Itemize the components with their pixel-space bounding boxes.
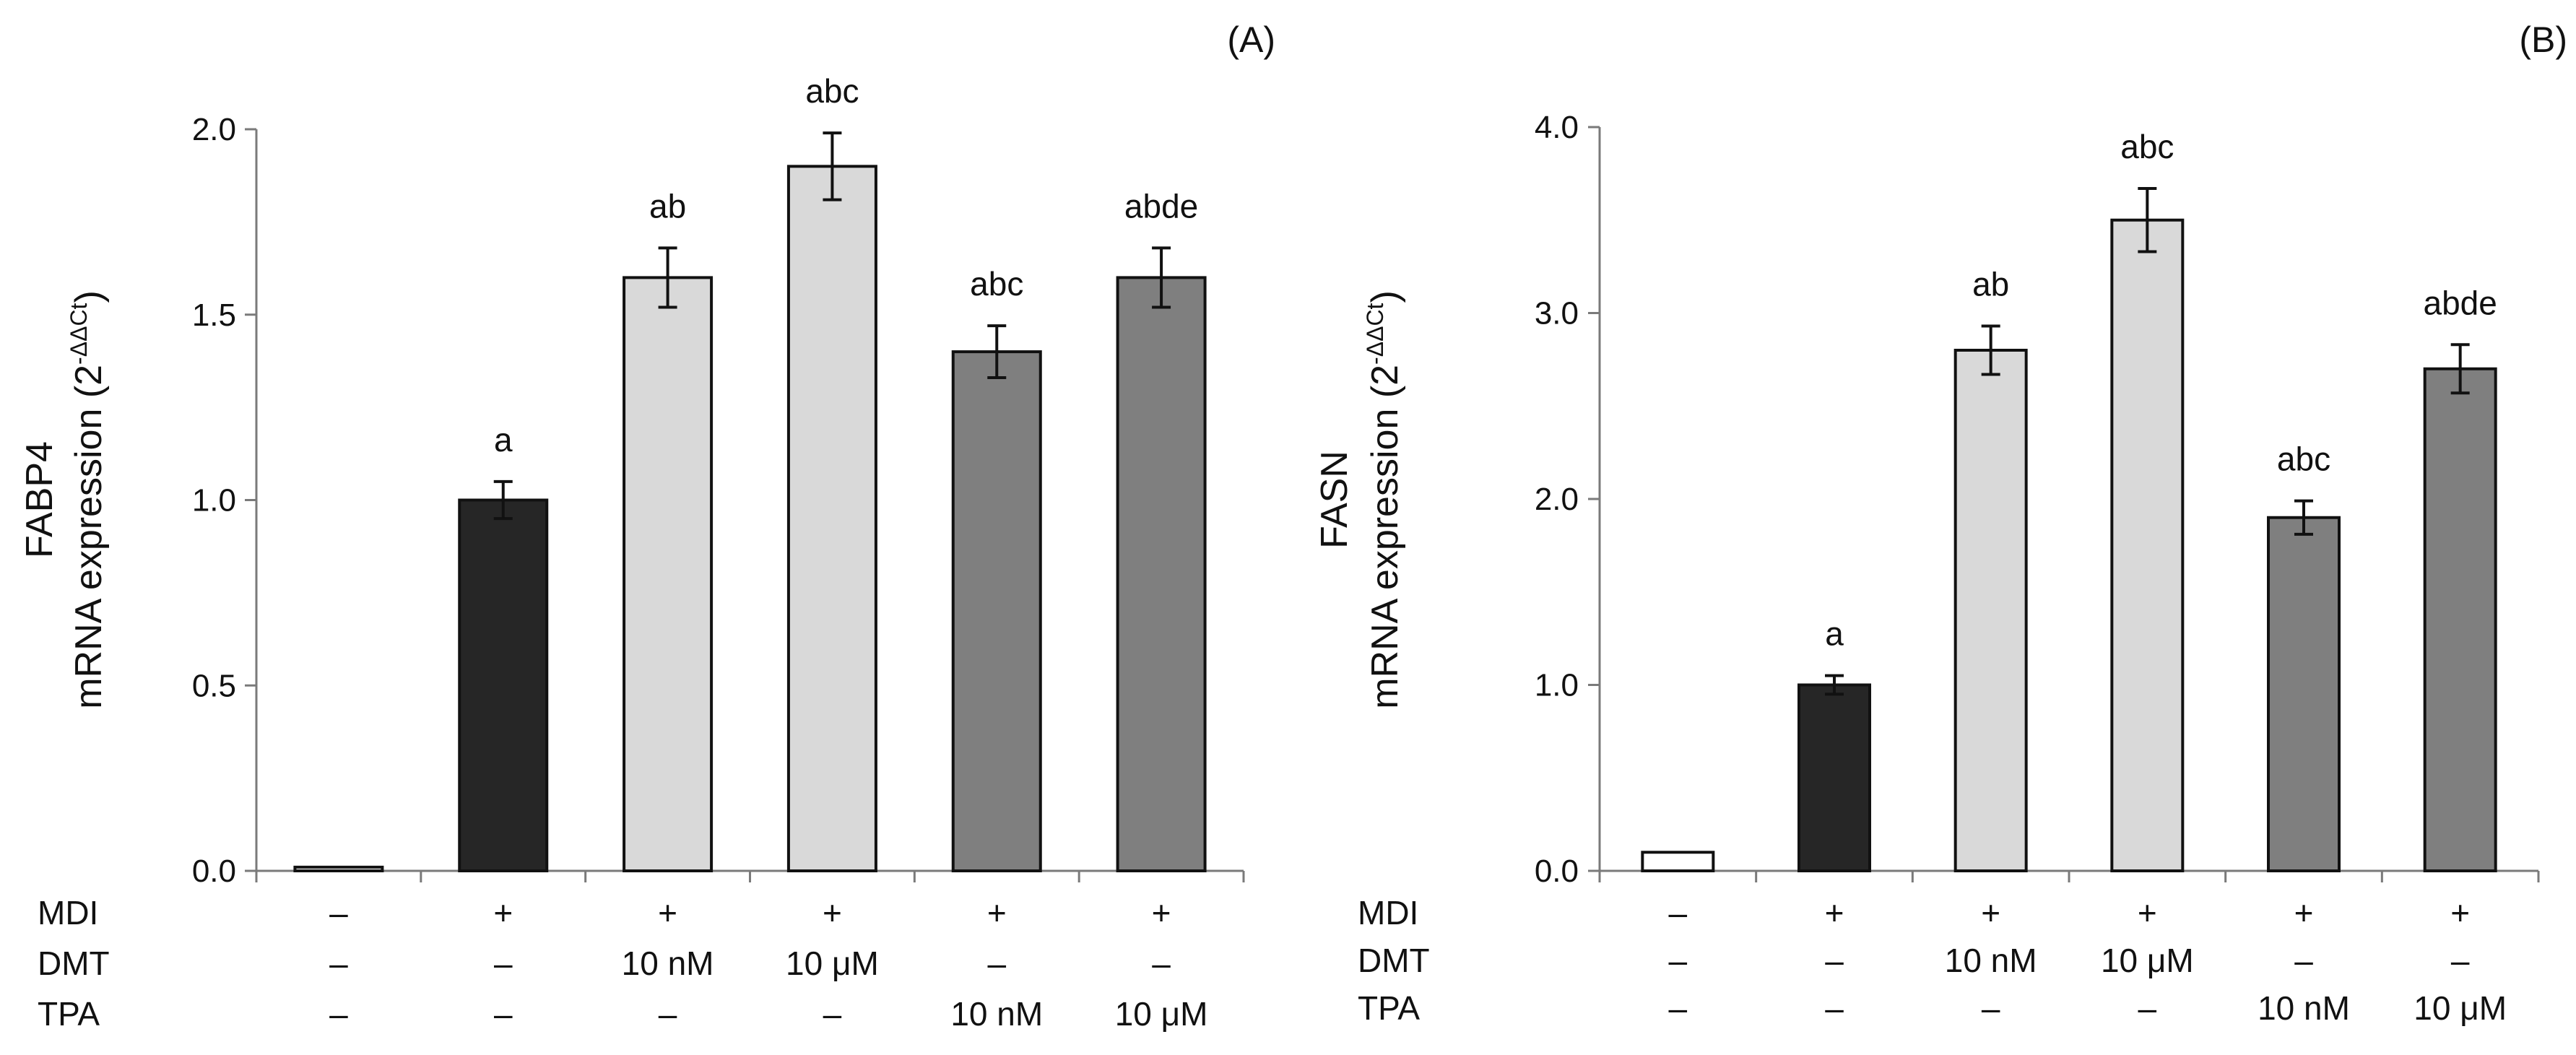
treatment-cell: – [2294, 942, 2313, 979]
y-axis-subtitle: mRNA expression (2-ΔΔCt) [66, 290, 110, 709]
y-tick-label: 4.0 [1535, 110, 1579, 145]
bar [2423, 367, 2497, 872]
treatment-cell: 10 nM [1945, 942, 2037, 979]
bar [1953, 349, 2028, 872]
y-tick-label: 1.0 [192, 483, 236, 518]
treatment-cell: – [1825, 942, 1844, 979]
y-tick-label: 1.0 [1535, 668, 1579, 703]
y-tick-label: 1.5 [192, 298, 236, 333]
treatment-cell: 10 μM [2414, 989, 2507, 1027]
y-tick-label: 2.0 [192, 112, 236, 147]
treatment-row-label: TPA [1358, 989, 1420, 1027]
treatment-cell: 10 nM [622, 945, 714, 982]
y-axis-subtitle-close: ) [1364, 290, 1406, 303]
treatment-cell: + [1152, 894, 1171, 932]
treatment-row-label: MDI [38, 894, 98, 932]
treatment-cell: – [1669, 942, 1688, 979]
treatment-cell: 10 μM [786, 945, 879, 982]
treatment-cell: + [493, 894, 513, 932]
treatment-cell: – [987, 945, 1006, 982]
y-axis-subtitle-main: mRNA expression (2 [1364, 365, 1406, 709]
bar [1116, 276, 1207, 872]
treatment-cell: + [2450, 894, 2470, 932]
treatment-cell: – [2451, 942, 2470, 979]
y-axis-subtitle-superscript: -ΔΔCt [1362, 303, 1388, 365]
treatment-cell: + [823, 894, 842, 932]
treatment-cell: – [823, 995, 842, 1033]
significance-label: a [494, 421, 513, 459]
bar [1641, 851, 1715, 872]
treatment-cell: – [1669, 989, 1688, 1027]
treatment-cell: – [1982, 989, 2000, 1027]
treatment-cell: – [329, 995, 348, 1033]
bar [1797, 683, 1871, 872]
treatment-cell: 10 nM [2258, 989, 2350, 1027]
y-axis-subtitle-main: mRNA expression (2 [68, 365, 110, 709]
y-tick-label: 2.0 [1535, 482, 1579, 517]
treatment-cell: – [2138, 989, 2157, 1027]
significance-label: ab [649, 187, 686, 225]
y-axis-subtitle-superscript: -ΔΔCt [66, 303, 92, 365]
significance-label: abde [1124, 187, 1198, 225]
y-axis-subtitle-close: ) [68, 290, 110, 303]
treatment-cell: 10 nM [950, 995, 1043, 1033]
significance-label: abde [2423, 284, 2497, 321]
bar [623, 276, 714, 872]
y-tick-label: 3.0 [1535, 296, 1579, 331]
y-tick-label: 0.5 [192, 668, 236, 703]
chart-panel-a: (A) 0.0 0.5 1.0 1.5 2.0 FABP4 mRNA expression (… [19, 19, 1275, 1033]
treatment-cell: + [987, 894, 1007, 932]
significance-label: abc [2277, 440, 2330, 478]
treatment-cell: + [658, 894, 677, 932]
treatment-cell: + [1825, 894, 1844, 932]
panel-label: (A) [1227, 19, 1275, 60]
treatment-cell: – [1152, 945, 1171, 982]
treatment-row-label: DMT [1358, 942, 1430, 979]
bar [458, 498, 549, 872]
treatment-cell: – [329, 945, 348, 982]
y-axis-title: FASN [1314, 451, 1356, 549]
bar [951, 350, 1042, 873]
treatment-cell: 10 μM [1115, 995, 1208, 1033]
y-tick-label: 0.0 [1535, 854, 1579, 889]
treatment-cell: – [494, 945, 513, 982]
treatment-cell: – [659, 995, 677, 1033]
chart-panel-b: (B) 0.0 1.0 2.0 3.0 4.0 FASN mRNA expression (2… [1314, 19, 2567, 1027]
significance-label: abc [805, 72, 859, 110]
panel-label: (B) [2519, 19, 2567, 60]
bar [293, 865, 384, 872]
treatment-cell: + [2138, 894, 2157, 932]
treatment-cell: + [2294, 894, 2314, 932]
significance-label: abc [2120, 128, 2174, 165]
treatment-row-label: DMT [38, 945, 110, 982]
y-axis-subtitle: mRNA expression (2-ΔΔCt) [1362, 290, 1406, 709]
y-axis-title: FABP4 [19, 441, 61, 558]
treatment-cell: – [1669, 894, 1688, 932]
treatment-row-label: TPA [38, 995, 100, 1033]
significance-label: ab [1972, 266, 2009, 303]
treatment-cell: – [1825, 989, 1844, 1027]
treatment-row-label: MDI [1358, 894, 1418, 932]
y-tick-label: 0.0 [192, 854, 236, 889]
significance-label: abc [970, 265, 1023, 303]
bar [2110, 218, 2185, 872]
treatment-cell: – [329, 894, 348, 932]
bar [786, 165, 877, 873]
treatment-cell: 10 μM [2101, 942, 2194, 979]
bar [2267, 516, 2341, 872]
significance-label: a [1825, 615, 1844, 653]
treatment-cell: + [1981, 894, 2000, 932]
treatment-cell: – [494, 995, 513, 1033]
